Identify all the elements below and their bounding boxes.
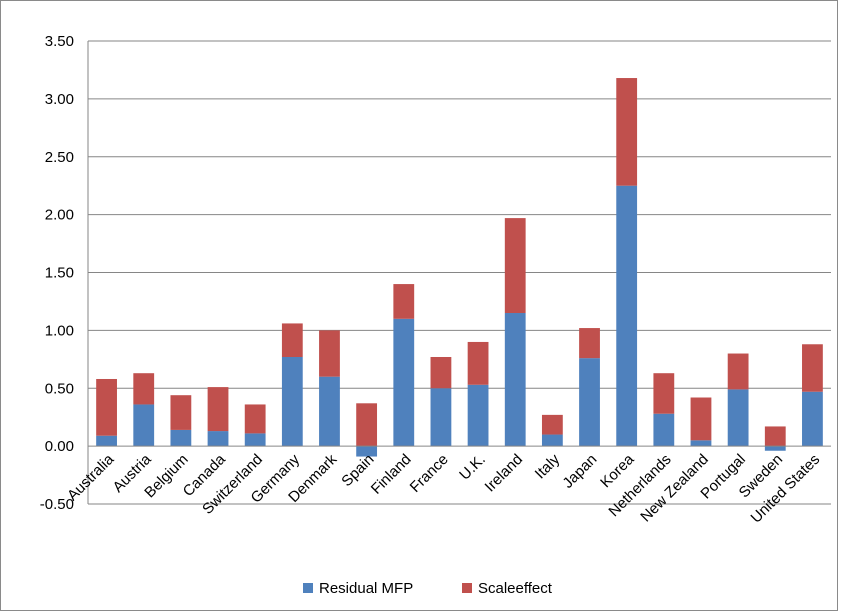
bar-scaleeffect [579, 328, 600, 359]
bar-residual-mfp [467, 384, 489, 447]
y-tick-label: 3.00 [45, 91, 74, 108]
bar-residual-mfp [616, 185, 638, 447]
legend-label: Scaleeffect [478, 580, 553, 597]
bar-residual-mfp [764, 446, 786, 451]
bar-residual-mfp [653, 413, 675, 447]
bar-scaleeffect [616, 78, 638, 186]
bar-scaleeffect [727, 353, 749, 390]
bar-scaleeffect [207, 387, 229, 432]
bar-scaleeffect [356, 403, 378, 447]
category-label: Finland [368, 451, 415, 498]
bar-scaleeffect [133, 373, 155, 405]
legend-label: Residual MFP [319, 580, 413, 597]
bar-residual-mfp [690, 440, 712, 447]
bar-residual-mfp [579, 358, 600, 447]
bars [96, 78, 823, 457]
bar-scaleeffect [504, 218, 526, 314]
bar-scaleeffect [319, 330, 340, 377]
category-label: France [407, 451, 452, 496]
y-tick-label: 0.00 [45, 438, 74, 455]
bar-residual-mfp [96, 435, 117, 447]
gridlines [88, 40, 831, 505]
category-label: Australia [64, 450, 118, 504]
bar-scaleeffect [764, 426, 786, 447]
bar-scaleeffect [802, 344, 823, 392]
y-tick-label: 0.50 [45, 380, 74, 397]
bar-residual-mfp [133, 404, 155, 447]
category-label: Italy [532, 451, 564, 483]
legend: Residual MFP Scaleeffect [303, 580, 553, 597]
bar-scaleeffect [430, 356, 452, 389]
y-axis-tick-labels: 3.50 3.00 2.50 2.00 1.50 1.00 0.50 0.00 -0.50 [40, 33, 74, 513]
bar-residual-mfp [393, 318, 415, 447]
bar-residual-mfp [356, 446, 378, 457]
category-labels: AustraliaAustriaBelgiumCanadaSwitzerland… [64, 450, 823, 526]
category-label: U.K. [456, 451, 489, 484]
axes [87, 41, 831, 504]
legend-swatch [462, 583, 472, 593]
bar-scaleeffect [541, 414, 563, 435]
y-tick-label: 2.00 [45, 207, 74, 224]
bar-residual-mfp [281, 356, 303, 447]
bar-residual-mfp [430, 388, 452, 447]
bar-scaleeffect [467, 341, 489, 385]
category-label: Ireland [482, 451, 526, 495]
y-tick-label: -0.50 [40, 496, 74, 513]
bar-scaleeffect [653, 373, 675, 414]
bar-residual-mfp [319, 376, 340, 447]
y-tick-label: 1.00 [45, 322, 74, 339]
bar-residual-mfp [504, 313, 526, 447]
bar-residual-mfp [170, 429, 192, 447]
category-label: Japan [559, 451, 600, 492]
legend-swatch [303, 583, 313, 593]
y-tick-label: 3.50 [45, 33, 74, 50]
bar-scaleeffect [690, 397, 712, 441]
bar-residual-mfp [207, 431, 229, 447]
bar-residual-mfp [541, 434, 563, 447]
bar-scaleeffect [393, 284, 415, 319]
bar-scaleeffect [281, 323, 303, 357]
bar-scaleeffect [170, 395, 192, 430]
y-tick-label: 2.50 [45, 149, 74, 166]
bar-residual-mfp [244, 433, 266, 447]
bar-residual-mfp [802, 391, 823, 447]
bar-scaleeffect [244, 404, 266, 434]
y-tick-label: 1.50 [45, 265, 74, 282]
bar-scaleeffect [96, 378, 117, 436]
bar-residual-mfp [727, 389, 749, 447]
